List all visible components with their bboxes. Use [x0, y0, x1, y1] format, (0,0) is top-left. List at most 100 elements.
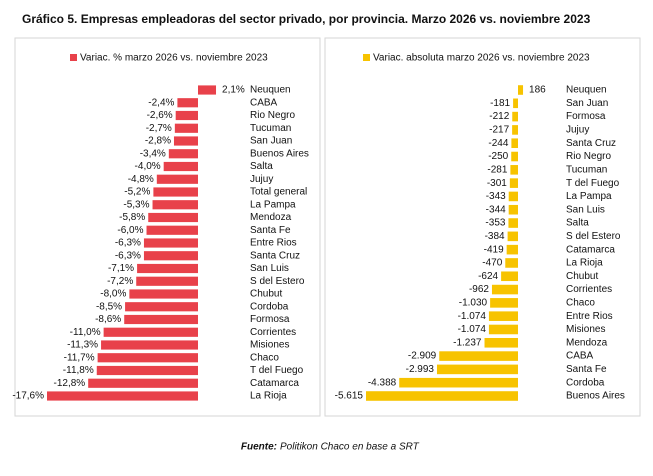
bar — [484, 337, 518, 348]
bar — [198, 85, 217, 95]
category-label: Catamarca — [566, 244, 615, 255]
value-label: -11,0% — [70, 327, 101, 338]
bar — [491, 284, 518, 295]
category-label: La Pampa — [566, 191, 612, 202]
bar — [508, 218, 518, 228]
category-label: Formosa — [566, 111, 606, 122]
bar — [507, 231, 518, 242]
bar — [143, 238, 198, 248]
value-label: -4.388 — [368, 377, 397, 388]
value-label: -353 — [485, 218, 505, 229]
category-label: Corrientes — [566, 284, 612, 295]
value-label: -6,3% — [115, 250, 141, 261]
value-label: -11,3% — [67, 340, 98, 351]
bar — [143, 251, 198, 261]
value-label: -1.074 — [458, 324, 487, 335]
category-label: Entre Rios — [566, 311, 613, 322]
bar — [177, 98, 198, 108]
value-label: 2,1% — [222, 85, 245, 96]
category-label: Total general — [250, 187, 307, 198]
value-label: -6,0% — [117, 225, 143, 236]
value-label: -384 — [485, 231, 505, 242]
category-label: San Luis — [566, 204, 605, 215]
category-label: Jujuy — [250, 174, 273, 185]
bar — [511, 138, 518, 149]
category-label: Tucuman — [566, 164, 607, 175]
value-label: -5.615 — [335, 391, 364, 402]
bar — [103, 327, 198, 337]
bar — [510, 165, 518, 175]
value-label: -5,8% — [119, 212, 145, 223]
figure-title: Gráfico 5. Empresas empleadoras del sect… — [22, 12, 591, 26]
bar — [47, 391, 198, 401]
category-label: Chaco — [250, 352, 279, 363]
value-label: -12,8% — [53, 378, 85, 389]
category-label: T del Fuego — [250, 365, 304, 376]
value-label: -1.074 — [458, 311, 487, 322]
bar — [366, 391, 518, 401]
bar — [174, 123, 198, 133]
bar — [511, 151, 518, 162]
bar — [156, 174, 198, 184]
value-label: -212 — [489, 111, 509, 122]
bar — [101, 340, 198, 350]
value-label: -962 — [469, 284, 489, 295]
value-label: -4,8% — [128, 174, 154, 185]
category-label: La Rioja — [566, 258, 603, 269]
category-label: Salta — [566, 218, 589, 229]
category-label: San Juan — [566, 98, 608, 109]
value-label: -2,8% — [145, 136, 171, 147]
category-label: Santa Fe — [566, 364, 607, 375]
panel-frame — [14, 37, 321, 417]
bar — [173, 136, 198, 146]
category-label: Neuquen — [566, 85, 607, 96]
legend-swatch — [363, 54, 370, 61]
bar — [513, 98, 518, 109]
bar — [508, 191, 518, 202]
category-label: CABA — [250, 97, 278, 108]
value-label: -281 — [487, 164, 507, 175]
category-label: CABA — [566, 351, 594, 362]
value-label: -470 — [482, 258, 502, 269]
value-label: -3,4% — [140, 148, 166, 159]
bar — [175, 110, 198, 121]
value-label: -2,4% — [148, 97, 174, 108]
category-label: Tucuman — [250, 123, 291, 134]
category-label: La Rioja — [250, 391, 287, 402]
category-label: Cordoba — [566, 377, 605, 388]
value-label: -1.030 — [459, 298, 488, 309]
value-label: -301 — [487, 178, 507, 189]
value-label: -217 — [489, 125, 509, 136]
value-label: -8,5% — [96, 301, 122, 312]
value-label: -11,7% — [64, 352, 95, 363]
bar — [88, 378, 198, 388]
category-label: Mendoza — [250, 212, 292, 223]
bar — [125, 302, 198, 312]
bar — [512, 111, 518, 122]
category-label: S del Estero — [250, 276, 305, 287]
category-label: Cordoba — [250, 301, 289, 312]
value-label: 186 — [529, 85, 546, 96]
value-label: -2.909 — [408, 351, 437, 362]
source: Politikon Chaco en base a SRT — [280, 442, 420, 453]
value-label: -5,3% — [123, 199, 149, 210]
value-label: -244 — [488, 138, 508, 149]
value-label: -7,2% — [107, 276, 133, 287]
value-label: -624 — [478, 271, 498, 282]
bar — [97, 353, 198, 363]
category-label: S del Estero — [566, 231, 621, 242]
category-label: Mendoza — [566, 337, 608, 348]
bar — [509, 178, 518, 188]
category-label: Catamarca — [250, 378, 299, 389]
bar — [124, 314, 198, 325]
category-label: Formosa — [250, 314, 290, 325]
bar — [399, 377, 518, 388]
category-label: Jujuy — [566, 125, 589, 136]
value-label: -419 — [484, 244, 504, 255]
bar — [436, 364, 518, 375]
value-label: -1.237 — [453, 337, 482, 348]
bar — [148, 212, 198, 223]
bar — [136, 276, 198, 286]
category-label: Santa Cruz — [250, 250, 300, 261]
